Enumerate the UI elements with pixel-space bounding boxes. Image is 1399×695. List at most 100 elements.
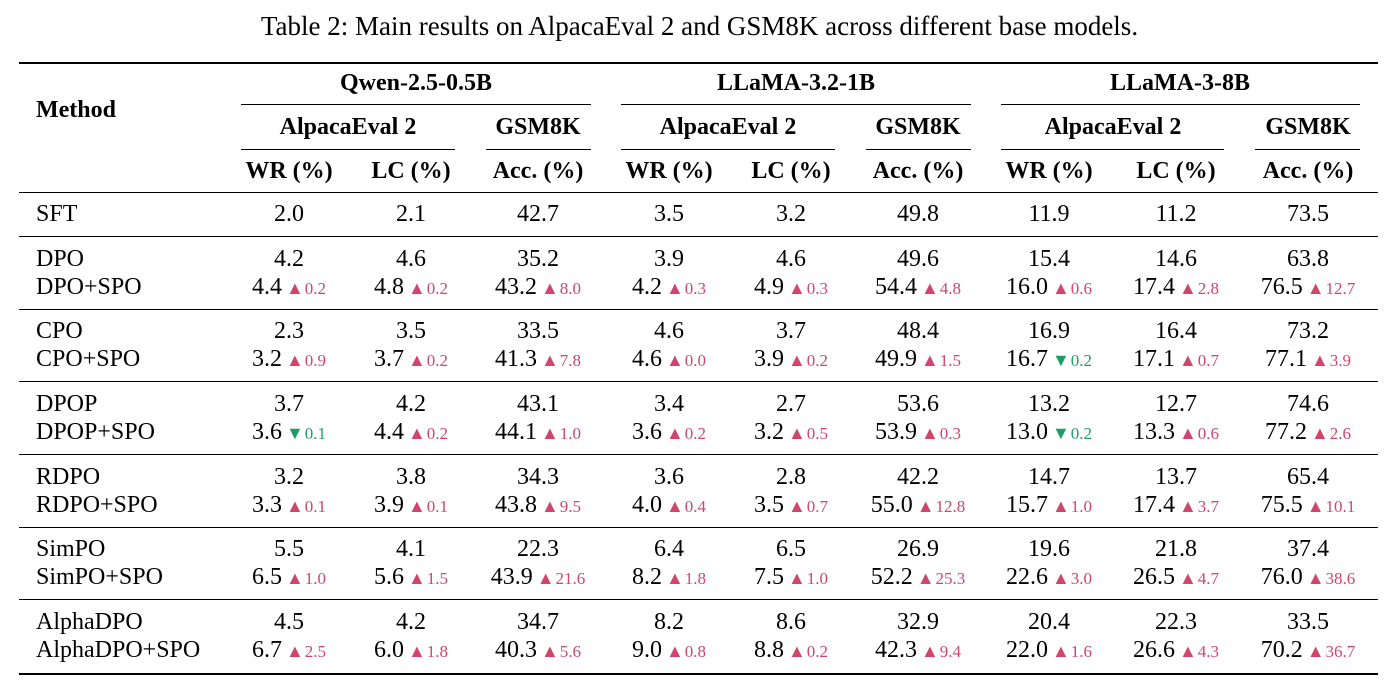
cell-value: 6.0 (373, 637, 404, 663)
table-cell: 14.6 (1155, 245, 1197, 273)
table-cell: 4.1 (396, 535, 426, 563)
cell-value: 42.7 (517, 201, 559, 227)
cell-value: 2.7 (776, 391, 806, 417)
cell-delta: 0.2 (1070, 424, 1093, 443)
table-cell: 6.5 (776, 535, 806, 563)
table-caption: Table 2: Main results on AlpacaEval 2 an… (260, 11, 1139, 41)
cell-value: 49.6 (897, 246, 939, 272)
model-rule (241, 104, 591, 105)
triangle-up-icon: ▲ (285, 278, 304, 298)
cell-delta: 25.3 (935, 569, 966, 588)
table-cell: 4.2 (396, 608, 426, 636)
cell-delta: 9.4 (939, 642, 962, 661)
cell-value: 17.4 (1132, 274, 1175, 300)
table-cell: 4.5 (274, 608, 304, 636)
table-cell: 49.6 (897, 245, 939, 273)
table-cell: 2.8 (776, 463, 806, 491)
triangle-up-icon: ▲ (665, 568, 684, 588)
table-cell: 55.0 ▲12.8 (871, 491, 966, 521)
triangle-up-icon: ▲ (1178, 496, 1197, 516)
cell-value: 4.2 (274, 246, 304, 272)
table-cell: 4.2 (396, 390, 426, 418)
table-cell: 4.6 (654, 317, 684, 345)
table-cell: 74.6 (1287, 390, 1329, 418)
cell-delta: 0.1 (304, 424, 327, 443)
table-cell: 41.3 ▲7.8 (495, 345, 581, 375)
cell-value: 5.6 (373, 564, 404, 590)
table-cell: 76.0 ▲38.6 (1261, 563, 1356, 593)
table-cell: 4.6 (396, 245, 426, 273)
triangle-up-icon: ▲ (1306, 568, 1325, 588)
cell-value: 63.8 (1287, 246, 1329, 272)
cell-value: 34.3 (517, 464, 559, 490)
header-benchmark: AlpacaEval 2 (1044, 114, 1182, 140)
cell-delta: 2.6 (1329, 424, 1352, 443)
triangle-up-icon: ▲ (665, 350, 684, 370)
cell-value: 43.1 (517, 391, 559, 417)
table-cell: 6.5 ▲1.0 (252, 563, 326, 593)
table-cell: 3.6 ▼0.1 (252, 418, 326, 448)
table-cell: 3.6 ▲0.2 (632, 418, 706, 448)
table-cell: 4.6 (776, 245, 806, 273)
group-rule (19, 527, 1378, 528)
cell-value: 3.9 (753, 346, 784, 372)
triangle-up-icon: ▲ (407, 350, 426, 370)
triangle-up-icon: ▲ (1051, 496, 1070, 516)
benchmark-rule (1255, 149, 1360, 150)
table-cell: 8.2 (654, 608, 684, 636)
benchmark-rule (486, 149, 591, 150)
table-cell: 37.4 (1287, 535, 1329, 563)
method-label: DPO+SPO (36, 274, 142, 300)
table-cell: 34.3 (517, 463, 559, 491)
table-cell: 16.7 ▼0.2 (1006, 345, 1092, 375)
table-cell: 2.3 (274, 317, 304, 345)
cell-delta: 5.6 (559, 642, 582, 661)
triangle-up-icon: ▲ (407, 278, 426, 298)
triangle-up-icon: ▲ (540, 278, 559, 298)
cell-delta: 0.2 (1070, 351, 1093, 370)
method-label: DPOP+SPO (36, 419, 155, 445)
table-cell: 33.5 (517, 317, 559, 345)
cell-value: 4.5 (274, 609, 304, 635)
cell-value: 3.6 (251, 419, 282, 445)
triangle-up-icon: ▲ (665, 641, 684, 661)
table-cell: 3.4 (654, 390, 684, 418)
triangle-up-icon: ▲ (1051, 568, 1070, 588)
cell-value: 4.6 (654, 318, 684, 344)
cell-delta: 38.6 (1325, 569, 1356, 588)
table-cell: 4.4 ▲0.2 (252, 273, 326, 303)
cell-value: 16.0 (1005, 274, 1048, 300)
table-cell: 15.7 ▲1.0 (1006, 491, 1092, 521)
cell-value: 3.9 (654, 246, 684, 272)
cell-value: 4.2 (396, 609, 426, 635)
table-cell: 16.4 (1155, 317, 1197, 345)
table-cell: 13.3 ▲0.6 (1133, 418, 1219, 448)
table-cell: 42.7 (517, 200, 559, 228)
table-cell: 3.2 (274, 463, 304, 491)
cell-delta: 0.2 (304, 279, 327, 298)
cell-value: 55.0 (870, 492, 913, 518)
cell-value: 41.3 (494, 346, 537, 372)
cell-value: 3.9 (373, 492, 404, 518)
group-rule (19, 236, 1378, 237)
triangle-up-icon: ▲ (285, 350, 304, 370)
cell-value: 2.8 (776, 464, 806, 490)
header-benchmark: AlpacaEval 2 (659, 114, 797, 140)
triangle-down-icon: ▼ (1051, 423, 1070, 443)
table-cell: 3.7 (274, 390, 304, 418)
table-cell: 44.1 ▲1.0 (495, 418, 581, 448)
table-cell: 13.7 (1155, 463, 1197, 491)
cell-value: 16.7 (1005, 346, 1048, 372)
cell-value: 35.2 (517, 246, 559, 272)
table-cell: 53.9 ▲0.3 (875, 418, 961, 448)
triangle-up-icon: ▲ (407, 568, 426, 588)
triangle-up-icon: ▲ (1051, 641, 1070, 661)
cell-value: 54.4 (874, 274, 917, 300)
table-cell: 13.0 ▼0.2 (1006, 418, 1092, 448)
table-cell: 4.0 ▲0.4 (632, 491, 706, 521)
method-label: DPO (36, 246, 85, 272)
method-label: CPO (36, 318, 83, 344)
table-cell: 22.0 ▲1.6 (1006, 636, 1092, 666)
cell-value: 75.5 (1260, 492, 1303, 518)
cell-delta: 0.2 (426, 351, 449, 370)
